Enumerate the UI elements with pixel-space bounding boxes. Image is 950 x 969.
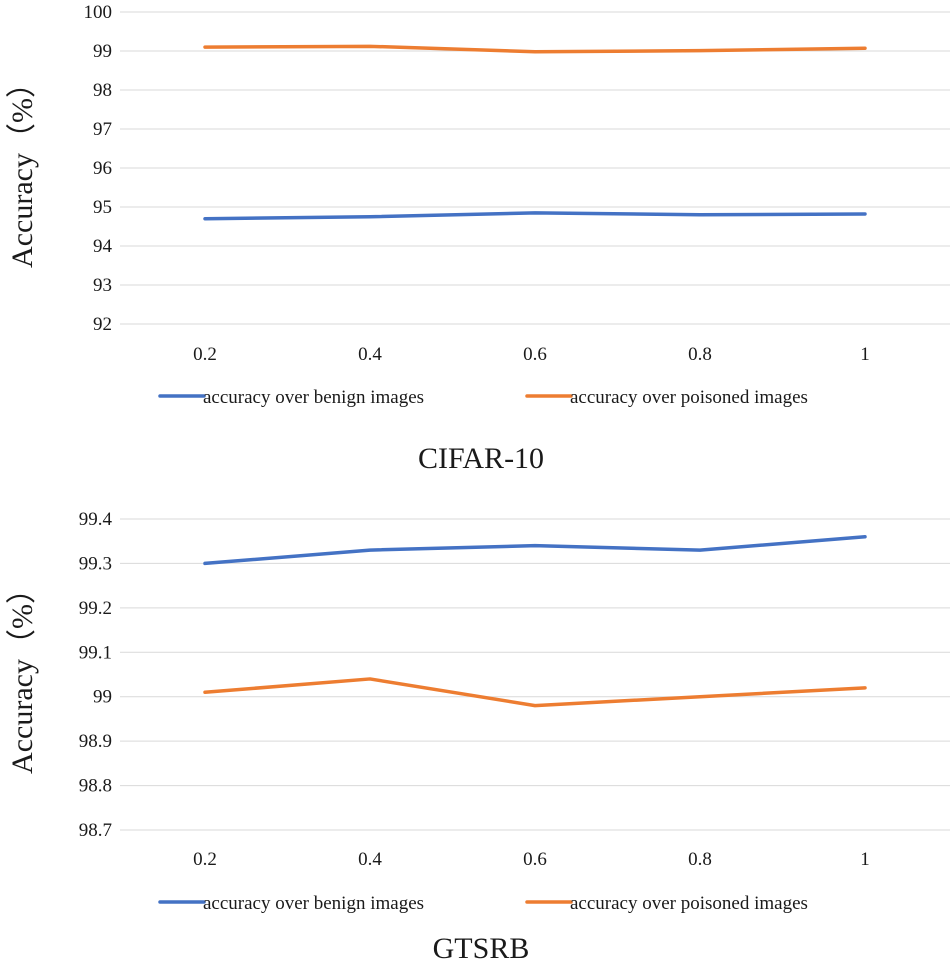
x-tick-label: 1 [860,849,870,870]
chart-cifar10: 92 93 94 95 96 97 98 99 100 0.2 0.4 0.6 0.8 1 accuracy… [6,2,950,475]
x-tick-label: 0.8 [688,849,712,870]
chart-gtsrb: 98.7 98.8 98.9 99 99.1 99.2 99.3 99.4 0.2 0.4 0.6 0… [6,509,950,965]
legend-label: accuracy over benign images [203,893,424,914]
series-line-benign [203,211,867,221]
x-tick-label: 0.6 [523,344,547,365]
y-tick-label: 92 [93,314,112,335]
y-tick-label: 95 [93,197,112,218]
y-tick-label: 93 [93,275,112,296]
y-tick-label: 98.7 [79,820,112,841]
y-tick-label: 99.1 [79,642,112,663]
y-tick-label: 96 [93,158,112,179]
legend-label: accuracy over poisoned images [570,893,808,914]
y-tick-label: 99.2 [79,598,112,619]
y-tick-label: 98 [93,80,112,101]
x-tick-label: 0.6 [523,849,547,870]
y-tick-label: 99.3 [79,553,112,574]
x-tick-label: 1 [860,344,870,365]
y-tick-label: 98.9 [79,731,112,752]
y-tick-label: 97 [93,119,112,140]
y-tick-label: 98.8 [79,776,112,797]
x-tick-label: 0.8 [688,344,712,365]
x-tick-label: 0.2 [193,344,217,365]
y-tick-label: 99 [93,687,112,708]
chart-caption: CIFAR-10 [418,442,544,475]
series-line-poisoned [203,44,867,54]
chart-caption: GTSRB [433,932,530,965]
x-tick-label: 0.2 [193,849,217,870]
y-axis-label: Accuracy（%） [6,574,39,774]
x-tick-label: 0.4 [358,344,382,365]
y-tick-label: 94 [93,236,113,257]
y-axis-label: Accuracy（%） [6,68,39,268]
legend-label: accuracy over poisoned images [570,387,808,408]
y-tick-label: 99.4 [79,509,113,530]
y-tick-label: 99 [93,41,112,62]
legend-label: accuracy over benign images [203,387,424,408]
x-tick-label: 0.4 [358,849,382,870]
y-tick-label: 100 [84,2,113,23]
series-line-poisoned [203,677,867,708]
series-line-benign [203,535,867,566]
